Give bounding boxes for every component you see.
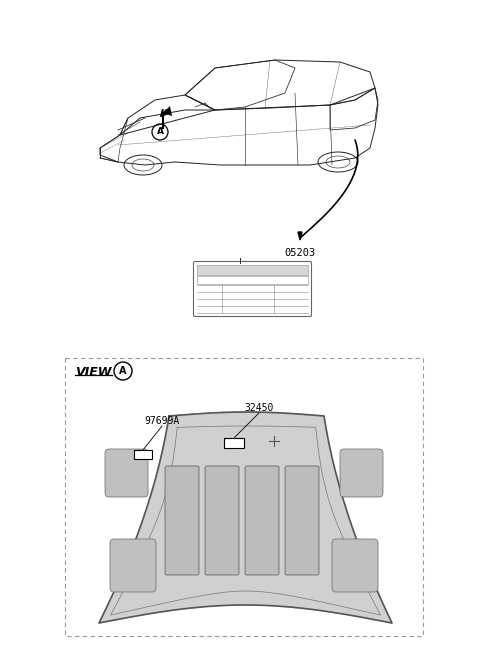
Bar: [134, 450, 152, 459]
Text: A: A: [119, 366, 127, 376]
Polygon shape: [99, 412, 392, 623]
Text: 97699A: 97699A: [144, 416, 180, 426]
Bar: [224, 438, 244, 448]
Text: A: A: [156, 127, 164, 136]
Text: VIEW: VIEW: [75, 365, 111, 379]
FancyBboxPatch shape: [165, 466, 199, 575]
Polygon shape: [163, 106, 172, 116]
FancyBboxPatch shape: [110, 539, 156, 592]
FancyBboxPatch shape: [193, 262, 312, 316]
Text: 32450: 32450: [244, 403, 274, 413]
FancyBboxPatch shape: [340, 449, 383, 497]
Bar: [197, 265, 308, 275]
FancyBboxPatch shape: [285, 466, 319, 575]
FancyBboxPatch shape: [205, 466, 239, 575]
FancyBboxPatch shape: [105, 449, 148, 497]
Bar: [197, 276, 308, 284]
Polygon shape: [298, 232, 302, 240]
FancyBboxPatch shape: [245, 466, 279, 575]
Bar: [65, 358, 423, 636]
FancyBboxPatch shape: [332, 539, 378, 592]
Text: 05203: 05203: [284, 248, 316, 258]
